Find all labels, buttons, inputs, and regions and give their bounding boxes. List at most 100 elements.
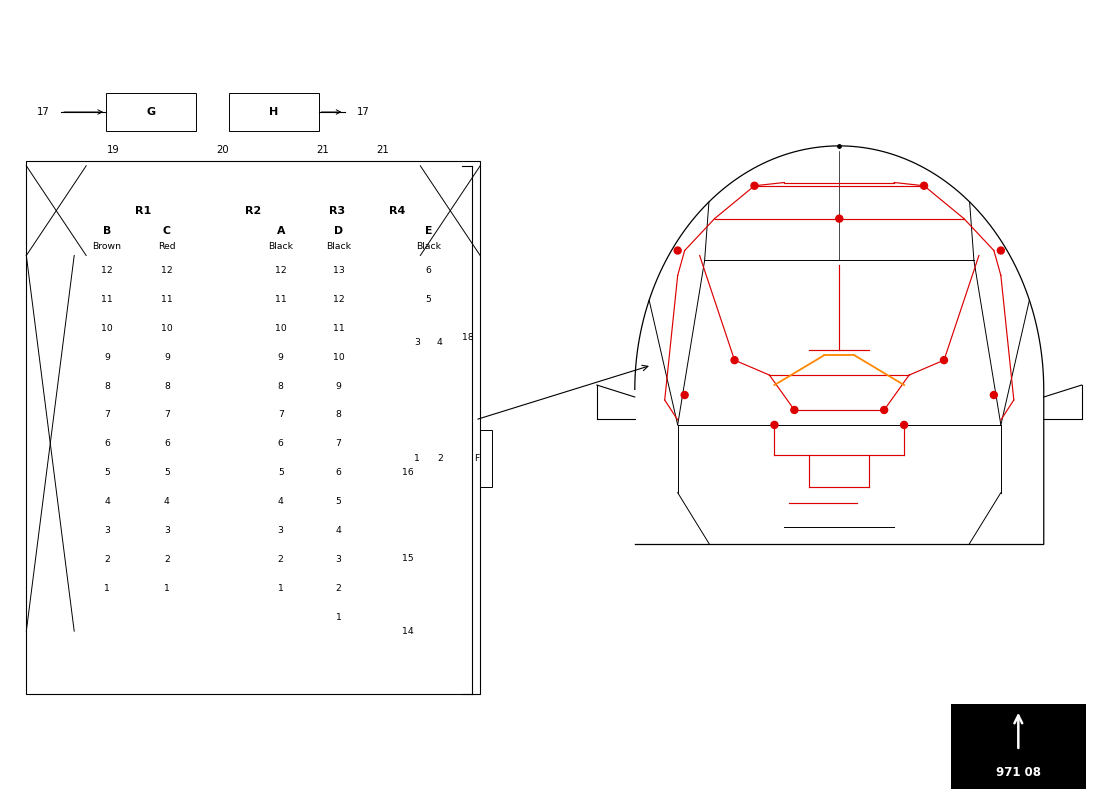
Text: 6: 6: [426, 266, 431, 275]
Text: 8: 8: [164, 382, 169, 390]
Text: 2: 2: [104, 555, 110, 564]
Circle shape: [836, 215, 843, 222]
Bar: [315, 546, 363, 574]
Text: 5: 5: [336, 497, 341, 506]
Bar: [315, 517, 363, 545]
Circle shape: [681, 391, 689, 398]
Bar: [84, 257, 131, 285]
Bar: [462, 430, 492, 486]
Text: 2: 2: [336, 584, 341, 593]
Bar: [202, 255, 246, 602]
Bar: [256, 314, 305, 342]
Text: 11: 11: [332, 324, 344, 333]
Bar: [429, 314, 450, 371]
Text: 20: 20: [217, 145, 229, 155]
Text: 10: 10: [275, 324, 287, 333]
Text: 12: 12: [101, 266, 113, 275]
Text: 3: 3: [164, 526, 169, 535]
Bar: [143, 517, 191, 545]
Bar: [256, 458, 305, 486]
Bar: [315, 574, 363, 602]
Text: 14: 14: [403, 626, 414, 636]
Bar: [143, 257, 191, 285]
Bar: [84, 314, 131, 342]
Circle shape: [921, 182, 927, 190]
Bar: [406, 286, 450, 314]
Circle shape: [732, 357, 738, 364]
Text: 16: 16: [403, 468, 414, 477]
Text: 7: 7: [336, 439, 341, 448]
Text: 1: 1: [336, 613, 341, 622]
Text: 11: 11: [275, 295, 287, 304]
Bar: [406, 257, 450, 285]
Text: 3: 3: [336, 555, 341, 564]
Text: B: B: [103, 226, 111, 235]
Text: 19: 19: [107, 145, 120, 155]
Text: 12: 12: [275, 266, 287, 275]
Text: F: F: [474, 454, 480, 462]
Bar: [26, 166, 86, 255]
Bar: [84, 488, 131, 515]
Bar: [256, 343, 305, 371]
Bar: [84, 343, 131, 371]
Bar: [315, 257, 363, 285]
Text: 6: 6: [336, 468, 341, 478]
Text: 6: 6: [277, 439, 284, 448]
Bar: [315, 343, 363, 371]
Bar: [256, 372, 305, 400]
Bar: [143, 546, 191, 574]
Bar: [315, 430, 363, 458]
Text: 17: 17: [356, 107, 370, 117]
Bar: [256, 517, 305, 545]
Text: 6: 6: [104, 439, 110, 448]
Text: H: H: [270, 107, 278, 117]
Text: Red: Red: [158, 242, 176, 250]
Bar: [256, 488, 305, 515]
Text: 9: 9: [277, 353, 284, 362]
Text: 21: 21: [376, 145, 388, 155]
Bar: [26, 166, 481, 255]
Bar: [94, 166, 192, 255]
Text: C: C: [163, 226, 170, 235]
Text: 5: 5: [426, 295, 431, 304]
Circle shape: [998, 247, 1004, 254]
Bar: [106, 93, 196, 131]
Bar: [406, 430, 427, 486]
Text: 10: 10: [161, 324, 173, 333]
Text: 11: 11: [101, 295, 113, 304]
Bar: [315, 314, 363, 342]
Text: 17: 17: [36, 107, 50, 117]
Bar: [84, 574, 131, 602]
Bar: [315, 603, 363, 631]
Text: Brown: Brown: [92, 242, 122, 250]
Text: 9: 9: [336, 382, 341, 390]
Text: 3: 3: [414, 338, 420, 347]
Text: 4: 4: [336, 526, 341, 535]
Bar: [315, 488, 363, 515]
Circle shape: [940, 357, 947, 364]
Text: 8: 8: [277, 382, 284, 390]
Text: A: A: [276, 226, 285, 235]
Bar: [429, 430, 450, 486]
Bar: [84, 372, 131, 400]
Bar: [256, 430, 305, 458]
Circle shape: [674, 247, 681, 254]
Bar: [315, 458, 363, 486]
Text: 18: 18: [462, 334, 474, 342]
Bar: [315, 401, 363, 429]
Bar: [256, 257, 305, 285]
Text: 8: 8: [336, 410, 341, 419]
Bar: [256, 546, 305, 574]
Circle shape: [990, 391, 998, 398]
Circle shape: [771, 422, 778, 429]
Bar: [84, 286, 131, 314]
Text: 5: 5: [104, 468, 110, 478]
Bar: [143, 458, 191, 486]
Bar: [202, 166, 302, 255]
Circle shape: [751, 182, 758, 190]
Text: 9: 9: [104, 353, 110, 362]
Bar: [420, 166, 481, 255]
Text: R4: R4: [389, 206, 406, 216]
Bar: [84, 546, 131, 574]
Bar: [26, 255, 74, 631]
